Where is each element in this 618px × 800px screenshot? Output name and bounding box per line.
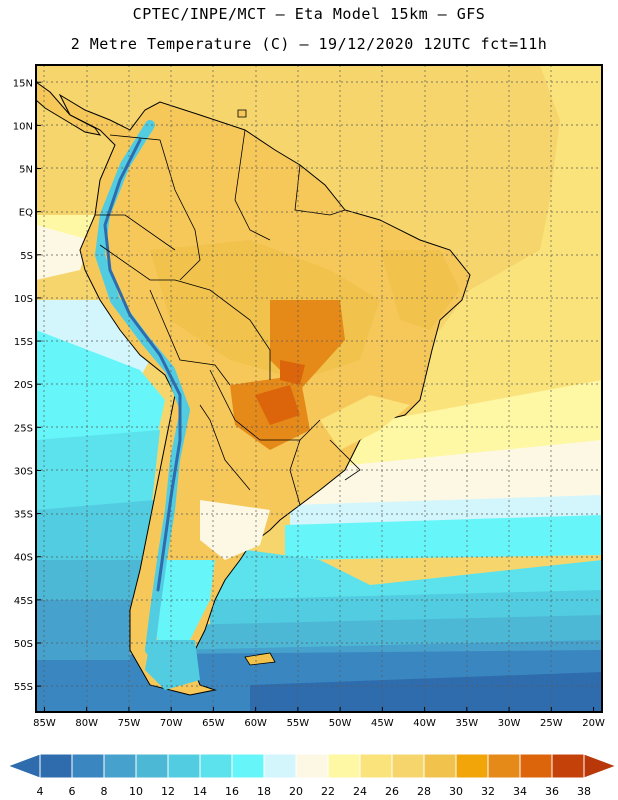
lon-tick-label: 70W — [160, 718, 183, 729]
legend-label: 16 — [225, 785, 239, 798]
lat-tick-label: 15N — [13, 78, 33, 89]
lon-tick-label: 75W — [118, 718, 141, 729]
hottest-zone-2 — [280, 360, 305, 385]
lon-tick-label: 25W — [540, 718, 563, 729]
lon-tick-label: 55W — [287, 718, 310, 729]
pacific-band-8 — [36, 600, 135, 660]
legend-color-box — [263, 753, 297, 779]
legend-color-box — [455, 753, 489, 779]
lat-tick-label: 55S — [14, 682, 33, 693]
island-falklands — [244, 652, 276, 666]
legend-label: 26 — [385, 785, 399, 798]
legend-label: 28 — [417, 785, 431, 798]
legend-max-arrow — [583, 753, 618, 779]
lat-tick-label: 35S — [14, 510, 33, 521]
map-title-line-1: CPTEC/INPE/MCT – Eta Model 15km – GFS — [132, 5, 486, 23]
hottest-zone — [255, 385, 300, 425]
lat-tick-label: 30S — [14, 466, 33, 477]
pacific-band-20 — [36, 225, 90, 280]
lon-tick-label: 30W — [498, 718, 521, 729]
lat-tick-label: EQ — [19, 208, 33, 219]
legend-color-box — [519, 753, 553, 779]
legend-label: 30 — [449, 785, 463, 798]
legend-color-box — [327, 753, 361, 779]
lat-tick-label: 5N — [19, 165, 33, 176]
lat-tick-label: 50S — [14, 639, 33, 650]
legend-label: 12 — [161, 785, 175, 798]
lon-tick-label: 85W — [33, 718, 56, 729]
lat-tick-label: 25S — [14, 423, 33, 434]
legend-color-box — [231, 753, 265, 779]
map-field — [36, 65, 602, 712]
lon-tick-label: 35W — [456, 718, 479, 729]
legend-label: 34 — [513, 785, 527, 798]
legend-color-box — [167, 753, 201, 779]
lon-tick-label: 50W — [329, 718, 352, 729]
mild-zone-pampas — [200, 500, 270, 560]
legend-label: 14 — [193, 785, 207, 798]
legend-color-box — [359, 753, 393, 779]
legend-label: 36 — [545, 785, 559, 798]
color-legend: 4 6 8 10 12 14 16 18 20 22 24 26 28 30 32 34 36 38 — [6, 753, 618, 798]
graticule — [36, 65, 602, 712]
lat-tick-label: 15S — [14, 337, 33, 348]
lon-tick-label: 65W — [202, 718, 225, 729]
legend-label: 20 — [289, 785, 303, 798]
legend-color-box — [199, 753, 233, 779]
legend-color-box — [391, 753, 425, 779]
legend-color-box — [423, 753, 457, 779]
legend-label: 38 — [577, 785, 591, 798]
legend-label: 24 — [353, 785, 367, 798]
map-frame — [35, 64, 603, 713]
axis-tick-labels: 15N 10N 5N EQ 5S 10S 15S 20S 25S 30S 35S 40S 45S 50S 5… — [13, 78, 605, 729]
temperature-map: 15N 10N 5N EQ 5S 10S 15S 20S 25S 30S 35S 40S 45S 50S 5… — [13, 64, 605, 729]
lat-tick-label: 40S — [14, 553, 33, 564]
legend-label: 4 — [37, 785, 44, 798]
ocean-band-4 — [250, 672, 602, 712]
cold-zone-tierra — [145, 640, 200, 690]
legend-color-box — [103, 753, 137, 779]
lat-tick-label: 5S — [20, 251, 33, 262]
legend-color-box — [71, 753, 105, 779]
legend-min-arrow — [6, 753, 41, 779]
lat-tick-label: 45S — [14, 596, 33, 607]
legend-color-box — [135, 753, 169, 779]
central-america-land — [36, 81, 102, 136]
legend-label: 6 — [69, 785, 76, 798]
lon-tick-label: 60W — [244, 718, 267, 729]
lat-tick-label: 20S — [14, 380, 33, 391]
ocean-band-16 — [285, 515, 602, 560]
legend-label: 8 — [101, 785, 108, 798]
mild-zone-southeast — [320, 395, 410, 450]
lat-tick-label: 10N — [13, 121, 33, 132]
map-title-line-2: 2 Metre Temperature (C) – 19/12/2020 12U… — [70, 35, 548, 53]
lat-tick-label: 10S — [14, 294, 33, 305]
legend-label: 32 — [481, 785, 495, 798]
legend-label: 10 — [129, 785, 143, 798]
lon-tick-label: 40W — [413, 718, 436, 729]
legend-color-box — [551, 753, 585, 779]
cool-zone-patagonia — [150, 560, 215, 650]
legend-label: 18 — [257, 785, 271, 798]
lon-tick-label: 20W — [582, 718, 605, 729]
lon-tick-label: 45W — [371, 718, 394, 729]
legend-color-box — [39, 753, 73, 779]
andes-coldest-ridge — [103, 138, 182, 592]
legend-label: 22 — [321, 785, 335, 798]
lon-tick-label: 80W — [75, 718, 98, 729]
island-trinidad — [237, 109, 247, 118]
warm-zone-northeast — [380, 250, 460, 330]
legend-color-box — [295, 753, 329, 779]
legend-color-box — [487, 753, 521, 779]
country-borders — [95, 129, 361, 506]
